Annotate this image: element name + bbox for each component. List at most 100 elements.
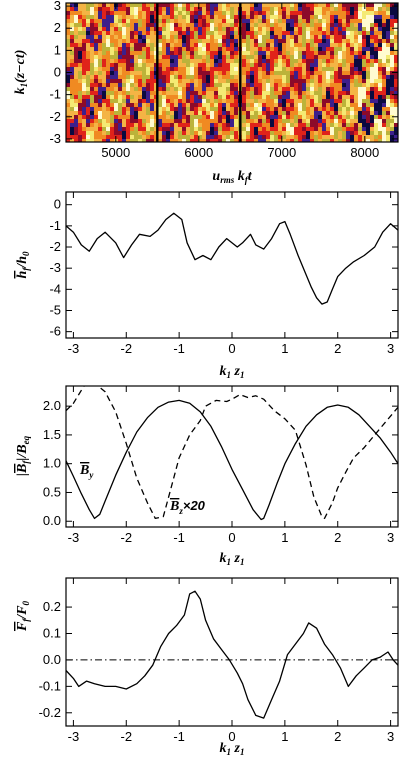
- heatmap-cell: [86, 87, 91, 92]
- heatmap-cell: [266, 87, 271, 92]
- heatmap-cell: [158, 7, 163, 12]
- heatmap-cell: [242, 59, 247, 64]
- heatmap-cell: [294, 107, 299, 112]
- heatmap-cell: [286, 35, 291, 40]
- heatmap-cell: [370, 119, 375, 124]
- heatmap-cell: [190, 11, 195, 16]
- heatmap-cell: [350, 87, 355, 92]
- heatmap-cell: [254, 131, 259, 136]
- heatmap-cell: [122, 111, 127, 116]
- heatmap-cell: [270, 79, 275, 84]
- heatmap-cell: [74, 39, 79, 44]
- heatmap-cell: [206, 131, 211, 136]
- heatmap-cell: [278, 111, 283, 116]
- heatmap-cell: [214, 43, 219, 48]
- heatmap-cell: [366, 27, 371, 32]
- heatmap-cell: [354, 107, 359, 112]
- heatmap-cell: [98, 115, 103, 120]
- heatmap-cell: [90, 95, 95, 100]
- heatmap-cell: [198, 91, 203, 96]
- heatmap-cell: [330, 111, 335, 116]
- heatmap-cell: [294, 83, 299, 88]
- heatmap-cell: [90, 131, 95, 136]
- heatmap-cell: [166, 39, 171, 44]
- heatmap-cell: [198, 39, 203, 44]
- heatmap-cell: [222, 131, 227, 136]
- heatmap-cell: [230, 7, 235, 12]
- heatmap-cell: [306, 87, 311, 92]
- heatmap-cell: [218, 55, 223, 60]
- heatmap-cell: [366, 83, 371, 88]
- heatmap-cell: [186, 51, 191, 56]
- heatmap-cell: [158, 3, 163, 8]
- heatmap-cell: [110, 43, 115, 48]
- heatmap-cell: [254, 75, 259, 80]
- heatmap-cell: [138, 35, 143, 40]
- heatmap-cell: [230, 59, 235, 64]
- heatmap-cell: [74, 63, 79, 68]
- heatmap-cell: [298, 111, 303, 116]
- heatmap-cell: [74, 135, 79, 140]
- heatmap-cell: [350, 115, 355, 120]
- heatmap-cell: [158, 103, 163, 108]
- heatmap-cell: [366, 51, 371, 56]
- heatmap-cell: [278, 119, 283, 124]
- heatmap-cell: [358, 111, 363, 116]
- heatmap-cell: [150, 99, 155, 104]
- heatmap-cell: [218, 3, 223, 8]
- heatmap-cell: [250, 59, 255, 64]
- heatmap-cell: [246, 87, 251, 92]
- heatmap-cell: [382, 103, 387, 108]
- heatmap-cell: [86, 59, 91, 64]
- heatmap-cell: [210, 95, 215, 100]
- heatmap-cell: [146, 123, 151, 128]
- heatmap-cell: [194, 31, 199, 36]
- heatmap-cell: [142, 47, 147, 52]
- heatmap-cell: [82, 119, 87, 124]
- heatmap-cell: [322, 95, 327, 100]
- heatmap-cell: [86, 139, 91, 142]
- heatmap-cell: [218, 11, 223, 16]
- heatmap-cell: [326, 7, 331, 12]
- heatmap-cell: [170, 19, 175, 24]
- heatmap-cell: [218, 63, 223, 68]
- heatmap-cell: [142, 119, 147, 124]
- heatmap-cell: [354, 91, 359, 96]
- heatmap-cell: [342, 63, 347, 68]
- heatmap-cell: [346, 43, 351, 48]
- heatmap-cell: [114, 79, 119, 84]
- heatmap-cell: [358, 47, 363, 52]
- heatmap-cell: [102, 99, 107, 104]
- heatmap-cell: [366, 119, 371, 124]
- heatmap-cell: [210, 79, 215, 84]
- heatmap-cell: [266, 95, 271, 100]
- heatmap-cell: [266, 63, 271, 68]
- heatmap-cell: [390, 135, 395, 140]
- heatmap-cells: [66, 3, 398, 142]
- heatmap-cell: [234, 107, 239, 112]
- heatmap-cell: [162, 115, 167, 120]
- heatmap-cell: [330, 27, 335, 32]
- heatmap-cell: [130, 63, 135, 68]
- heatmap-cell: [286, 139, 291, 142]
- heatmap-cell: [134, 63, 139, 68]
- heatmap-cell: [354, 131, 359, 136]
- heatmap-cell: [254, 135, 259, 140]
- heatmap-cell: [286, 79, 291, 84]
- heatmap-cell: [330, 139, 335, 142]
- heatmap-cell: [338, 79, 343, 84]
- heatmap-cell: [70, 19, 75, 24]
- heatmap-cell: [382, 7, 387, 12]
- heatmap-cell: [366, 111, 371, 116]
- heatmap-cell: [270, 99, 275, 104]
- heatmap-cell: [206, 23, 211, 28]
- heatmap-cell: [90, 107, 95, 112]
- heatmap-cell: [302, 31, 307, 36]
- heatmap-cell: [218, 71, 223, 76]
- heatmap-cell: [146, 99, 151, 104]
- heatmap-cell: [290, 87, 295, 92]
- heatmap-cell: [266, 15, 271, 20]
- heatmap-cell: [106, 15, 111, 20]
- heatmap-cell: [106, 127, 111, 132]
- x-tick-label: -1: [173, 729, 185, 744]
